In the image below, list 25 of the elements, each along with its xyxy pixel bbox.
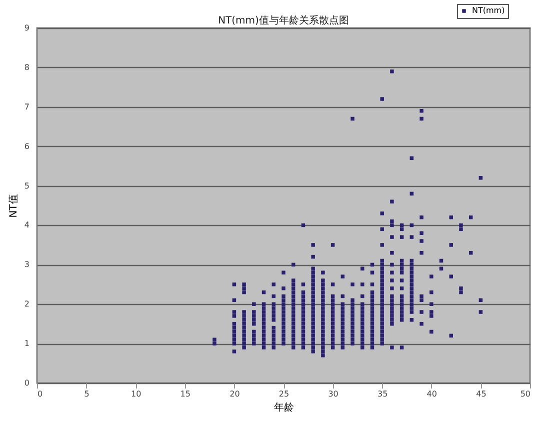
x-tick-label: 25 — [278, 390, 290, 398]
y-tick-label: 8 — [24, 62, 30, 72]
x-tick-label: 45 — [476, 390, 486, 398]
y-tick-label: 5 — [24, 181, 30, 190]
legend-label: NT(mm) — [472, 6, 505, 15]
y-tick-label: 7 — [24, 102, 30, 112]
y-axis-title: NT值 — [8, 194, 20, 218]
x-tick-label: 35 — [378, 390, 388, 398]
x-tick-label: 0 — [38, 390, 43, 398]
y-tick-label: 0 — [24, 378, 30, 388]
x-tick-label: 5 — [84, 390, 90, 398]
y-tick-label: 1 — [24, 339, 30, 348]
y-tick-label: 6 — [24, 142, 30, 151]
x-axis-title: 年龄 — [274, 402, 294, 414]
x-tick-label: 50 — [520, 390, 530, 398]
y-tick-label: 9 — [24, 24, 30, 32]
x-tick-label: 15 — [180, 390, 190, 398]
x-tick-label: 20 — [230, 390, 240, 398]
y-tick-label: 2 — [24, 300, 30, 309]
x-tick-label: 40 — [426, 390, 437, 398]
chart-title: NT(mm)值与年龄关系散点图 — [218, 14, 349, 26]
y-tick-label: 3 — [24, 260, 30, 270]
x-tick-label: 10 — [131, 390, 142, 398]
y-tick-label: 4 — [24, 220, 30, 230]
x-tick-label: 30 — [328, 390, 338, 398]
